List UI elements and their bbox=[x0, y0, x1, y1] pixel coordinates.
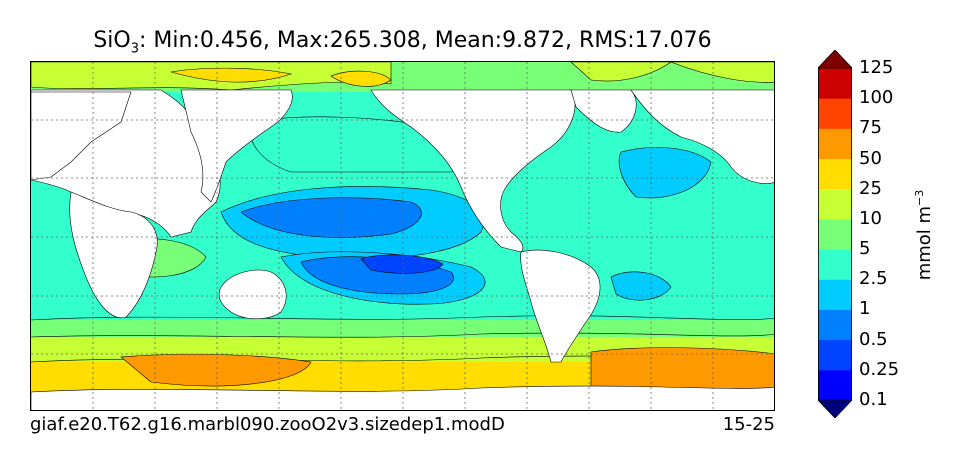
land-masses bbox=[31, 89, 774, 410]
colorbar-tick-label: 75 bbox=[859, 117, 882, 139]
colorbar-extend-min bbox=[818, 399, 852, 418]
colorbar-tick-label: 50 bbox=[859, 147, 882, 169]
title-subscript: 3 bbox=[130, 41, 140, 57]
colorbar-segment bbox=[818, 98, 852, 129]
colorbar-tick-label: 5 bbox=[859, 238, 871, 260]
colorbar-segment bbox=[818, 68, 852, 99]
land-greenland bbox=[570, 89, 637, 133]
baffin-band bbox=[570, 62, 672, 82]
bering-high bbox=[170, 67, 293, 83]
land-europe bbox=[630, 89, 774, 184]
colorbar-tick-label: 10 bbox=[859, 207, 882, 229]
colorbar-units: mmol m−3 bbox=[913, 190, 935, 281]
pacific-oligotrophic bbox=[240, 197, 422, 238]
colorbar-extend-max bbox=[818, 50, 852, 69]
title-stats: : Min:0.456, Max:265.308, Mean:9.872, RM… bbox=[139, 28, 712, 53]
arctic-high bbox=[330, 70, 392, 87]
colorbar-segment bbox=[818, 309, 852, 341]
colorbar-tick-label: 0.1 bbox=[859, 389, 888, 410]
colorbar-segment bbox=[818, 188, 852, 220]
map-panel bbox=[30, 61, 775, 411]
colorbar-segment bbox=[818, 128, 852, 160]
colorbar-segments bbox=[818, 50, 852, 418]
land-south-america bbox=[520, 249, 601, 363]
colorbar-tick-label: 0.5 bbox=[859, 328, 888, 350]
units-base: mmol m bbox=[914, 205, 935, 281]
colorbar-tick-label: 2.5 bbox=[859, 268, 888, 290]
north-atlantic-low bbox=[618, 147, 712, 199]
southern-contour-10 bbox=[31, 332, 774, 338]
colorbar-segment bbox=[818, 249, 852, 280]
colorbar-segment bbox=[818, 369, 852, 401]
land-australia bbox=[218, 269, 287, 320]
colorbar-frame bbox=[818, 67, 852, 401]
antarctic-high-indian bbox=[120, 353, 312, 387]
south-pacific-core bbox=[360, 254, 444, 274]
graticule bbox=[31, 62, 774, 410]
units-exponent: −3 bbox=[913, 189, 926, 206]
land-north-america bbox=[370, 89, 576, 253]
ocean-silicate-map bbox=[31, 62, 774, 410]
case-name: giaf.e20.T62.g16.marbl090.zooO2v3.sizede… bbox=[30, 414, 505, 435]
colorbar-tick-label: 25 bbox=[859, 177, 882, 199]
land-africa bbox=[69, 191, 158, 319]
colorbar bbox=[818, 50, 852, 418]
colorbar-segment bbox=[818, 218, 852, 250]
colorbar-segment bbox=[818, 158, 852, 190]
colorbar-segment bbox=[818, 279, 852, 310]
land-asia-east bbox=[180, 89, 293, 203]
barents-band bbox=[670, 62, 774, 83]
plot-title: SiO3: Min:0.456, Max:265.308, Mean:9.872… bbox=[30, 26, 775, 64]
colorbar-segment bbox=[818, 339, 852, 371]
depth-range: 15-25 bbox=[722, 414, 775, 435]
south-atlantic-low bbox=[610, 271, 672, 301]
colorbar-tick-label: 100 bbox=[859, 87, 894, 109]
title-prefix: SiO bbox=[93, 28, 131, 53]
land-africa-north bbox=[31, 91, 132, 181]
southern-contour-5 bbox=[31, 315, 774, 321]
colorbar-tick-label: 0.25 bbox=[859, 358, 900, 380]
colorbar-tick-label: 125 bbox=[859, 57, 894, 78]
colorbar-tick-label: 1 bbox=[859, 298, 871, 320]
